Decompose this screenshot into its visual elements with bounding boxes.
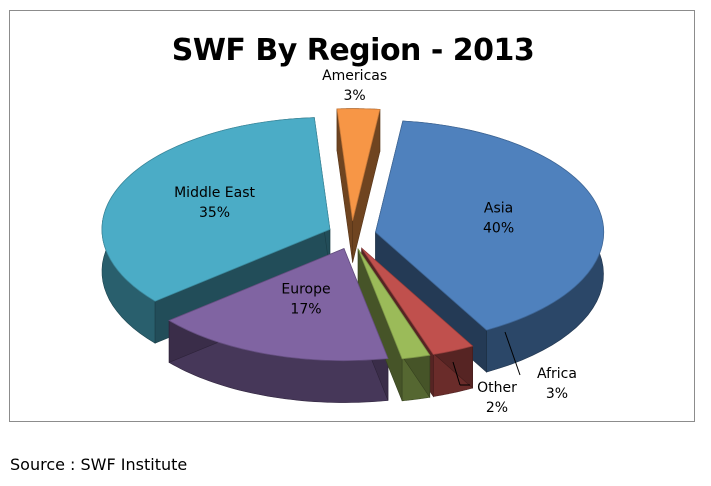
slice-value-other: 2% [486,400,508,416]
slice-europe [168,248,389,361]
slice-value-middle-east: 35% [199,205,230,221]
leader-line-other [452,361,461,386]
slice-label-africa: Africa [537,366,577,382]
slice-value-asia: 40% [483,220,514,236]
slice-label-europe: Europe [281,281,330,297]
slice-value-africa: 3% [546,386,568,402]
leader-line-africa [504,331,521,376]
slice-label-asia: Asia [484,200,513,216]
source-note: Source : SWF Institute [10,455,188,474]
slice-label-middle-east: Middle East [174,185,255,201]
slice-tops [101,108,605,361]
slice-middle-east [101,117,331,302]
slice-value-americas: 3% [344,88,366,104]
slice-label-americas: Americas [322,68,387,84]
chart-title: SWF By Region - 2013 [171,33,535,68]
slice-value-europe: 17% [290,301,321,317]
slice-other [357,248,431,360]
slice-labels: Asia 40% Africa 3% Other 2% Europe 17% Middle Ea… [174,68,577,416]
slice-africa [361,247,474,355]
slice-americas [336,108,381,221]
slice-label-other: Other [477,380,517,396]
slice-asia [375,120,605,331]
